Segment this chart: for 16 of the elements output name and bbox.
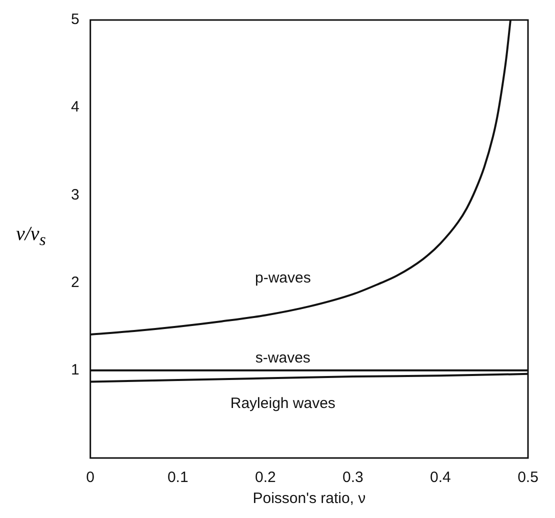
y-tick-label: 5 [71,11,80,28]
y-tick-label: 1 [71,362,80,379]
y-axis-title: v/v$_{s}$ [16,223,46,250]
x-tick-label: 0.2 [254,469,276,486]
y-tick-label: 3 [71,186,80,204]
x-axis-title: Poisson's ratio, ν [252,490,366,508]
x-tick-label: 0 [86,469,95,486]
x-tick-label: 0.4 [430,469,451,486]
series-label: Rayleigh waves [230,394,336,412]
x-tick-label: 0.5 [518,469,538,486]
y-tick-label: 2 [71,274,80,291]
series-label: p-waves [254,270,311,287]
series-label: s-waves [255,349,310,366]
x-tick-label: 0.1 [167,469,188,486]
x-tick-label: 0.3 [342,469,364,486]
y-tick-label: 4 [71,98,80,116]
